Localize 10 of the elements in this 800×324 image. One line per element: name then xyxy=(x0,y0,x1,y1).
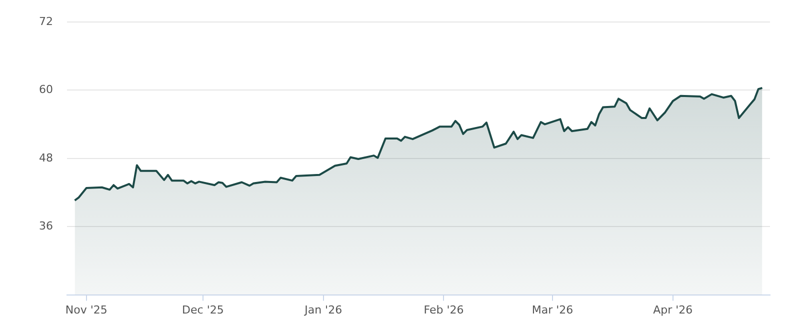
y-tick-label: 72 xyxy=(38,14,53,28)
y-tick-label: 48 xyxy=(38,151,53,164)
x-tick-label: Feb '26 xyxy=(424,303,464,316)
x-tick-label: Nov '25 xyxy=(65,303,108,316)
x-tick-label: Mar '26 xyxy=(532,303,574,316)
x-tick-label: Apr '26 xyxy=(653,303,693,316)
y-tick-label: 36 xyxy=(38,219,53,232)
y-tick-label: 60 xyxy=(38,83,53,96)
x-tick-label: Jan '26 xyxy=(304,303,342,316)
x-tick-label: Dec '25 xyxy=(182,303,224,316)
